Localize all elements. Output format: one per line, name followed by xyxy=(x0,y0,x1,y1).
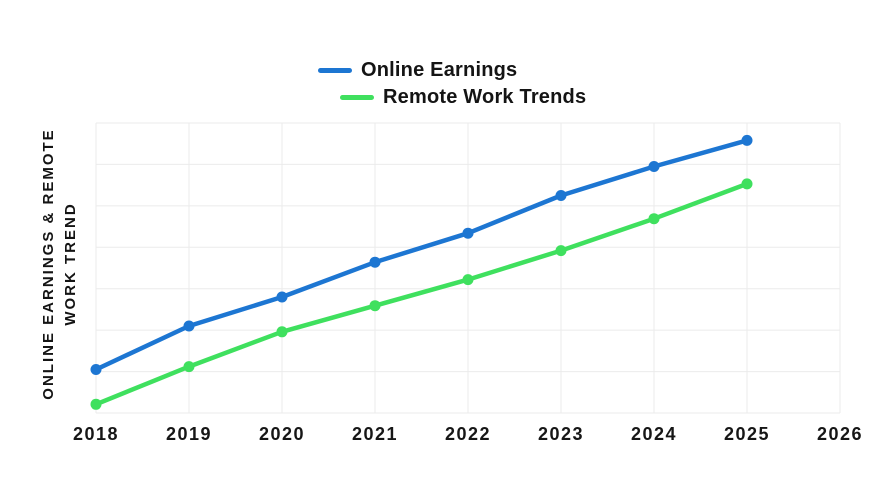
x-tick-label-2018: 2018 xyxy=(72,424,120,444)
x-tick-label-2023: 2023 xyxy=(537,424,585,444)
data-point-marker-remote-work-trends xyxy=(183,361,195,373)
data-point-marker-online-earnings xyxy=(462,227,474,239)
data-point-marker-online-earnings xyxy=(741,134,753,146)
legend-label-remote-work-trends: Remote Work Trends xyxy=(383,86,587,108)
data-point-marker-remote-work-trends xyxy=(369,300,381,312)
x-tick-label-2024: 2024 xyxy=(630,424,678,444)
x-tick-label-2019: 2019 xyxy=(165,424,213,444)
data-point-marker-remote-work-trends xyxy=(276,326,288,338)
x-tick-label-2022: 2022 xyxy=(444,424,492,444)
data-point-marker-remote-work-trends xyxy=(462,274,474,286)
x-tick-label-2025: 2025 xyxy=(723,424,771,444)
series-line-remote-work-trends xyxy=(93,181,750,407)
y-axis-title-line-2: WORK TREND xyxy=(62,202,79,326)
x-tick-label-2021: 2021 xyxy=(351,424,399,444)
x-tick-label-2020: 2020 xyxy=(258,424,306,444)
data-point-marker-online-earnings xyxy=(555,190,567,201)
data-point-marker-online-earnings xyxy=(369,256,381,268)
data-point-marker-online-earnings xyxy=(90,364,102,375)
data-point-marker-remote-work-trends xyxy=(555,245,567,257)
y-axis-title: ONLINE EARNINGS & REMOTE WORK TREND xyxy=(38,64,82,464)
data-point-marker-remote-work-trends xyxy=(90,398,102,410)
data-point-marker-remote-work-trends xyxy=(648,213,660,225)
legend-label-online-earnings: Online Earnings xyxy=(361,59,518,81)
y-axis-title-line-1: ONLINE EARNINGS & REMOTE xyxy=(40,128,57,400)
data-point-marker-online-earnings xyxy=(183,320,195,332)
data-point-marker-online-earnings xyxy=(648,161,660,172)
series-line-online-earnings xyxy=(93,138,750,372)
legend-item-online-earnings: Online Earnings xyxy=(318,58,517,82)
data-point-marker-online-earnings xyxy=(276,291,288,303)
legend-swatch-online-earnings-icon xyxy=(318,67,352,73)
x-tick-label-2026: 2026 xyxy=(816,424,864,444)
data-point-marker-remote-work-trends xyxy=(741,178,753,190)
legend-item-remote-work-trends: Remote Work Trends xyxy=(340,85,586,109)
legend-swatch-remote-work-trends-icon xyxy=(340,94,374,100)
